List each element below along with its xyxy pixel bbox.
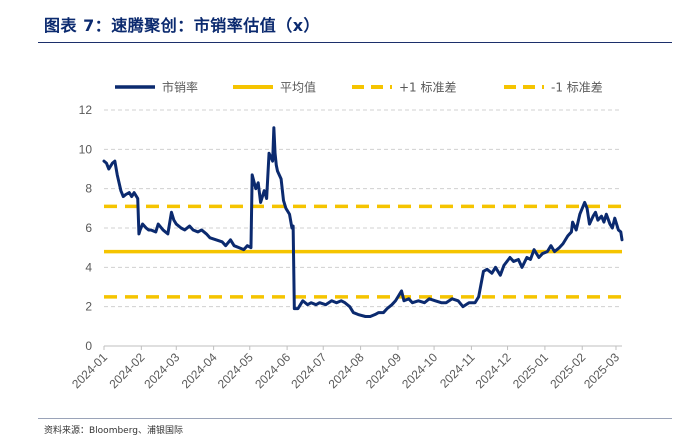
legend-label: +1 标准差 — [399, 81, 457, 95]
y-tick-label: 4 — [85, 260, 92, 274]
legend: 市销率 平均值 +1 标准差 -1 标准差 — [115, 80, 603, 95]
series-layer — [102, 126, 624, 318]
source-note: 资料来源：Bloomberg、浦银国际 — [44, 426, 183, 436]
x-tick-label: 2024-12 — [473, 350, 514, 391]
y-tick-label: 12 — [79, 103, 93, 117]
y-tick-label: 0 — [85, 339, 92, 353]
grid-layer — [104, 109, 622, 308]
x-axis: 2024-012024-022024-032024-042024-052024-… — [69, 345, 622, 391]
x-tick-label: 2024-06 — [252, 350, 293, 391]
y-tick-label: 10 — [79, 142, 93, 156]
y-tick-label: 8 — [85, 182, 92, 196]
x-tick-label: 2024-09 — [363, 350, 404, 391]
x-tick-label: 2025-01 — [510, 350, 551, 391]
x-tick-label: 2024-10 — [399, 350, 440, 391]
x-tick-label: 2025-02 — [547, 350, 588, 391]
x-tick-label: 2024-08 — [326, 350, 367, 391]
x-tick-label: 2024-07 — [288, 350, 329, 391]
x-tick-label: 2024-04 — [179, 350, 220, 391]
x-tick-label: 2025-03 — [581, 350, 622, 391]
legend-label: 市销率 — [162, 80, 198, 95]
source-divider — [38, 418, 672, 419]
y-tick-label: 2 — [85, 300, 92, 314]
x-tick-label: 2024-02 — [106, 350, 147, 391]
x-tick-label: 2024-11 — [437, 350, 478, 391]
x-tick-label: 2024-05 — [215, 350, 256, 391]
legend-label: -1 标准差 — [551, 81, 603, 95]
chart-title: 图表 7：速腾聚创：市销率估值（x） — [44, 16, 321, 35]
x-tick-label: 2024-03 — [141, 350, 182, 391]
title-divider — [38, 42, 672, 43]
legend-label: 平均值 — [280, 80, 316, 95]
y-tick-label: 6 — [85, 221, 92, 235]
y-axis: 0 2 4 6 8 10 12 — [79, 103, 93, 353]
series-line-ps-ratio — [102, 126, 624, 318]
x-tick-label: 2024-01 — [69, 350, 110, 391]
